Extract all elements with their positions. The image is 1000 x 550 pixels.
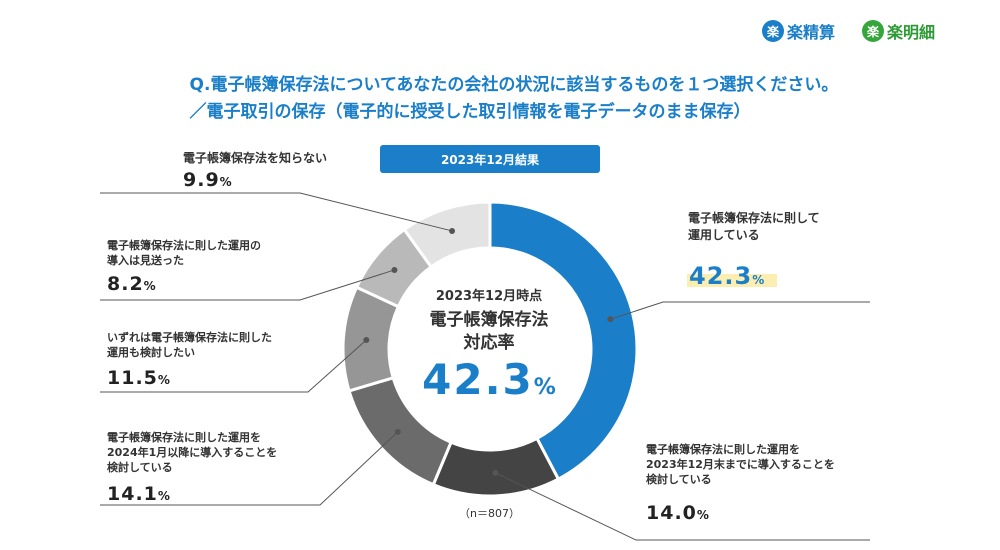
slice-label-3: いずれは電子帳簿保存法に則した 運用も検討したい — [107, 330, 272, 360]
leader-dot-5 — [449, 227, 456, 234]
slice-value-0-unit: % — [752, 273, 765, 287]
leader-line-1 — [495, 472, 870, 541]
value-highlight — [687, 274, 777, 287]
center-title: 電子帳簿保存法 — [429, 310, 549, 330]
logo1-mark: 楽 — [762, 20, 784, 42]
slice-label-0: 電子帳簿保存法に則して 運用している — [688, 210, 820, 244]
slice-label-4-line-0: 電子帳簿保存法に則した運用の — [107, 239, 261, 252]
donut-slice-0 — [488, 200, 639, 482]
center-subtitle: 対応率 — [463, 333, 515, 353]
center-value: 42.3% — [389, 355, 589, 404]
slice-label-3-line-1: 運用も検討したい — [107, 346, 195, 359]
slice-label-1: 電子帳簿保存法に則した運用を 2023年12月末までに導入することを 検討してい… — [646, 442, 835, 487]
slice-value-5: 9.9% — [183, 169, 232, 191]
leader-line-4 — [100, 269, 395, 301]
slice-value-0-number: 42.3 — [689, 262, 753, 290]
slice-value-3-number: 11.5 — [107, 367, 158, 389]
slice-label-2: 電子帳簿保存法に則した運用を 2024年1月以降に導入することを 検討している — [107, 430, 277, 475]
slice-label-0-line-1: 運用している — [688, 228, 760, 242]
leader-line-2 — [100, 431, 399, 506]
slice-value-5-number: 9.9 — [183, 169, 220, 191]
leader-dot-1 — [492, 469, 499, 476]
leader-dot-2 — [394, 428, 401, 435]
logo2-mark: 楽 — [862, 20, 884, 42]
result-badge: 2023年12月結果 — [380, 145, 600, 173]
slice-value-0: 42.3% — [689, 262, 764, 290]
slice-value-4-unit: % — [143, 279, 156, 293]
slice-value-2: 14.1% — [107, 483, 170, 505]
sample-size: （n＝807） — [459, 507, 520, 520]
question-title: Q.電子帳簿保存法についてあなたの会社の状況に該当するものを１つ選択ください。 — [189, 75, 839, 95]
slice-label-0-line-0: 電子帳簿保存法に則して — [688, 211, 820, 225]
leader-line-3 — [100, 339, 367, 393]
center-date: 2023年12月時点 — [435, 289, 543, 304]
slice-value-3-unit: % — [157, 373, 170, 387]
slice-label-3-line-0: いずれは電子帳簿保存法に則した — [107, 331, 272, 344]
slice-value-1: 14.0% — [646, 502, 709, 524]
leader-dot-0 — [607, 316, 614, 323]
slice-label-5: 電子帳簿保存法を知らない — [183, 150, 327, 167]
slice-label-2-line-1: 2024年1月以降に導入することを — [107, 446, 278, 459]
leader-dot-4 — [391, 266, 398, 273]
slice-label-1-line-2: 検討している — [646, 473, 712, 486]
slice-value-4: 8.2% — [107, 273, 156, 295]
slice-value-4-number: 8.2 — [107, 273, 144, 295]
leader-line-5 — [100, 192, 453, 232]
leader-dot-3 — [363, 337, 370, 344]
rakuraku-seisan-logo: 楽 楽精算 — [762, 18, 835, 44]
donut-slice-1 — [431, 436, 561, 498]
question-subtitle: ／電子取引の保存（電子的に授受した取引情報を電子データのまま保存） — [189, 102, 751, 122]
logo2-name: 楽明細 — [887, 23, 936, 42]
slice-label-5-line-0: 電子帳簿保存法を知らない — [183, 151, 328, 165]
donut-slice-5 — [402, 200, 492, 270]
slice-label-4-line-1: 導入は見送った — [107, 254, 184, 267]
leader-line-0 — [610, 301, 870, 320]
slice-value-1-unit: % — [696, 508, 709, 522]
slice-label-1-line-0: 電子帳簿保存法に則した運用を — [646, 443, 800, 456]
slice-label-2-line-0: 電子帳簿保存法に則した運用を — [107, 431, 261, 444]
slice-value-2-unit: % — [157, 489, 170, 503]
center-value-number: 42.3 — [422, 355, 534, 404]
slice-value-1-number: 14.0 — [646, 502, 697, 524]
slice-value-3: 11.5% — [107, 367, 170, 389]
rakuraku-meisai-logo: 楽 楽明細 — [862, 18, 935, 44]
slice-label-1-line-1: 2023年12月末までに導入することを — [646, 458, 835, 471]
slice-value-5-unit: % — [219, 175, 232, 189]
logo1-name: 楽精算 — [787, 23, 836, 42]
slice-value-2-number: 14.1 — [107, 483, 158, 505]
center-value-unit: % — [533, 375, 556, 400]
slice-label-4: 電子帳簿保存法に則した運用の 導入は見送った — [107, 238, 261, 268]
slice-label-2-line-2: 検討している — [107, 461, 173, 474]
